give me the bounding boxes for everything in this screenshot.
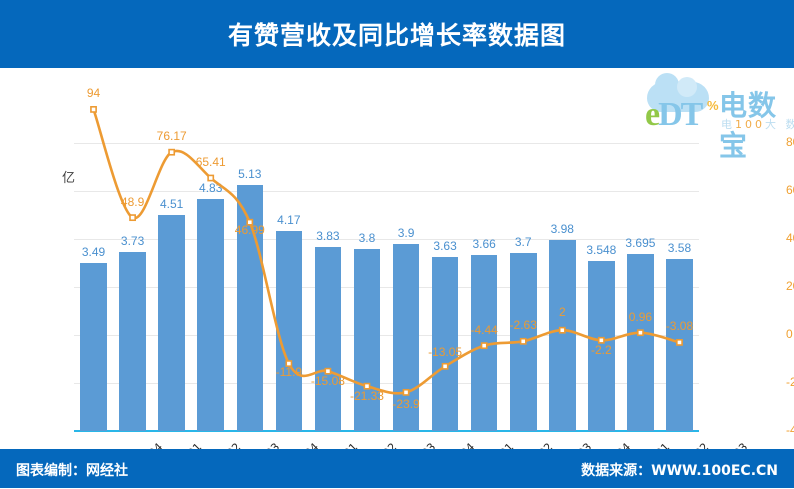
bar[interactable] xyxy=(627,253,654,431)
bar-value-label: 3.9 xyxy=(397,225,415,240)
bar-value-label: 5.13 xyxy=(238,166,262,181)
bar[interactable] xyxy=(236,184,264,431)
y2-axis-tick: 60 xyxy=(786,183,794,197)
growth-rate-line xyxy=(90,105,683,396)
y2-axis-tick: -20 xyxy=(786,375,794,389)
bar[interactable] xyxy=(431,256,459,431)
bar-value-label: 3.58 xyxy=(667,241,692,256)
line-point[interactable] xyxy=(168,148,176,156)
line-point[interactable] xyxy=(285,360,293,367)
bar-value-label: 4.51 xyxy=(159,196,184,211)
line-point[interactable] xyxy=(480,342,488,350)
bar-value-label: 3.548 xyxy=(586,242,617,257)
y2-axis-tick: -40 xyxy=(786,423,794,437)
line-value-label: -3.08 xyxy=(665,319,694,334)
title-bar: 有赞营收及同比增长率数据图 xyxy=(0,0,794,68)
bar-value-label: 3.7 xyxy=(514,235,532,250)
line-point[interactable] xyxy=(363,382,371,390)
bar-value-label: 3.49 xyxy=(81,245,106,260)
line-value-label: -13.05 xyxy=(428,345,463,360)
grid-line xyxy=(74,335,699,336)
bar-value-label: 3.98 xyxy=(550,221,574,236)
line-point[interactable] xyxy=(441,362,449,370)
bar[interactable] xyxy=(392,243,420,431)
line-point[interactable] xyxy=(129,214,136,222)
bar-value-label: 3.66 xyxy=(472,237,496,252)
line-value-label: 2 xyxy=(558,305,566,320)
bar-value-label: 3.63 xyxy=(433,238,457,253)
line-value-label: -2.2 xyxy=(591,343,612,358)
chart-canvas: 亿 0123456-40-200204060803.492019年Q43.732… xyxy=(0,68,794,488)
line-point[interactable] xyxy=(402,388,410,396)
line-value-label: 65.41 xyxy=(195,155,226,170)
bar[interactable] xyxy=(588,260,615,431)
bar[interactable] xyxy=(158,214,185,431)
line-value-label: -21.33 xyxy=(349,389,384,404)
grid-line xyxy=(74,191,699,192)
line-value-label: -2.63 xyxy=(509,318,537,333)
y2-axis-tick: 40 xyxy=(786,231,794,245)
bar-value-label: 4.17 xyxy=(277,212,301,227)
line-value-label: 94 xyxy=(86,86,101,101)
line-point[interactable] xyxy=(324,367,332,375)
line-value-label: 0.96 xyxy=(628,309,653,324)
bar[interactable] xyxy=(119,251,146,431)
y2-axis-tick: 0 xyxy=(786,327,793,341)
footer-source: 数据来源：WWW.100EC.CN xyxy=(581,463,778,479)
line-value-label: -23.9 xyxy=(392,397,420,412)
line-value-label: -11.9 xyxy=(275,364,303,379)
grid-line xyxy=(74,239,699,240)
footer-credit: 图表编制：网经社 xyxy=(16,463,128,479)
line-value-label: 76.17 xyxy=(156,129,187,144)
line-point[interactable] xyxy=(597,336,605,344)
bar[interactable] xyxy=(275,230,303,431)
bar-value-label: 3.8 xyxy=(358,230,376,245)
line-value-label: 48.9 xyxy=(120,194,145,209)
line-point[interactable] xyxy=(676,338,683,346)
bar[interactable] xyxy=(549,239,576,431)
bar-value-label: 3.695 xyxy=(625,235,656,250)
bar[interactable] xyxy=(80,263,107,431)
bar-value-label: 3.73 xyxy=(120,233,145,248)
y2-axis-tick: 80 xyxy=(786,135,794,149)
page-title: 有赞营收及同比增长率数据图 xyxy=(227,21,566,50)
footer-bar: 图表编制：网经社 数据来源：WWW.100EC.CN xyxy=(0,449,794,488)
line-value-label: 46.99 xyxy=(234,223,265,238)
bar[interactable] xyxy=(314,247,342,431)
line-point[interactable] xyxy=(519,337,527,345)
grid-line xyxy=(74,143,699,144)
line-point[interactable] xyxy=(558,326,566,334)
plot-area: 0123456-40-200204060803.492019年Q43.73202… xyxy=(74,86,794,488)
line-point[interactable] xyxy=(207,174,215,182)
line-value-label: -15.08 xyxy=(310,374,345,389)
bar[interactable] xyxy=(353,248,381,431)
bar[interactable] xyxy=(197,199,224,431)
y-axis-unit: 亿 xyxy=(62,171,76,186)
grid-line xyxy=(74,383,699,384)
grid-line xyxy=(74,287,699,288)
y2-axis-tick: 20 xyxy=(786,279,794,293)
x-axis-baseline xyxy=(74,430,699,432)
line-point[interactable] xyxy=(637,329,644,337)
bar-value-label: 4.83 xyxy=(199,181,223,196)
line-point[interactable] xyxy=(90,105,97,113)
line-value-label: -4.44 xyxy=(470,322,498,337)
line-point[interactable] xyxy=(246,218,254,226)
bar-value-label: 3.83 xyxy=(316,229,340,244)
